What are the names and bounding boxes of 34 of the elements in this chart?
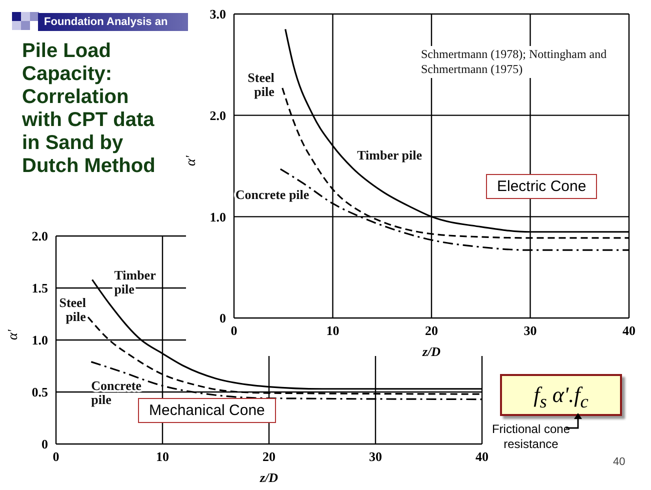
annotation: Electric Cone bbox=[486, 174, 598, 199]
x-tick-label: 0 bbox=[230, 323, 238, 338]
series-label: Steel pile bbox=[248, 70, 275, 99]
x-axis-title: z/D bbox=[421, 344, 442, 359]
y-tick-label: 1.0 bbox=[210, 209, 226, 224]
x-tick-label: 10 bbox=[326, 323, 340, 338]
y-tick-label: 0.5 bbox=[32, 384, 48, 400]
x-tick-label: 20 bbox=[262, 449, 276, 464]
y-tick-label: 2.0 bbox=[32, 228, 48, 244]
text: Foundation Analysis an bbox=[38, 13, 188, 31]
series-label: Steel pile bbox=[59, 295, 86, 324]
series-label: Concrete pile bbox=[235, 187, 310, 202]
series-label: Timber pile bbox=[357, 147, 422, 162]
x-tick-label: 40 bbox=[622, 323, 636, 338]
x-tick-label: 30 bbox=[369, 449, 382, 464]
y-axis-title: α' bbox=[6, 328, 21, 340]
y-axis-title: α' bbox=[184, 154, 199, 166]
x-axis-title: z/D bbox=[258, 470, 279, 485]
x-tick-label: 0 bbox=[52, 449, 60, 464]
x-tick-label: 10 bbox=[156, 449, 169, 464]
y-tick-label: 0 bbox=[42, 436, 48, 452]
y-tick-label: 2.0 bbox=[210, 108, 226, 123]
annotation: Schmertmann (1978); Nottingham and Schmertmann (1975) bbox=[418, 46, 624, 78]
text: Frictional cone resistance bbox=[492, 422, 570, 451]
annotation: Mechanical Cone bbox=[138, 398, 276, 423]
x-tick-label: 20 bbox=[425, 323, 438, 338]
y-tick-label: 3.0 bbox=[210, 6, 226, 22]
y-tick-label: 1.0 bbox=[32, 332, 48, 348]
y-tick-label: 0 bbox=[220, 310, 226, 326]
text: f$_{s}$ α'.f$_{c}$ bbox=[500, 374, 622, 416]
y-tick-label: 1.5 bbox=[32, 280, 48, 296]
text: Pile Load Capacity: Correlation with CPT data in Sand by Dutch Method bbox=[22, 40, 156, 178]
x-tick-label: 30 bbox=[524, 323, 537, 338]
x-tick-label: 40 bbox=[476, 449, 488, 464]
